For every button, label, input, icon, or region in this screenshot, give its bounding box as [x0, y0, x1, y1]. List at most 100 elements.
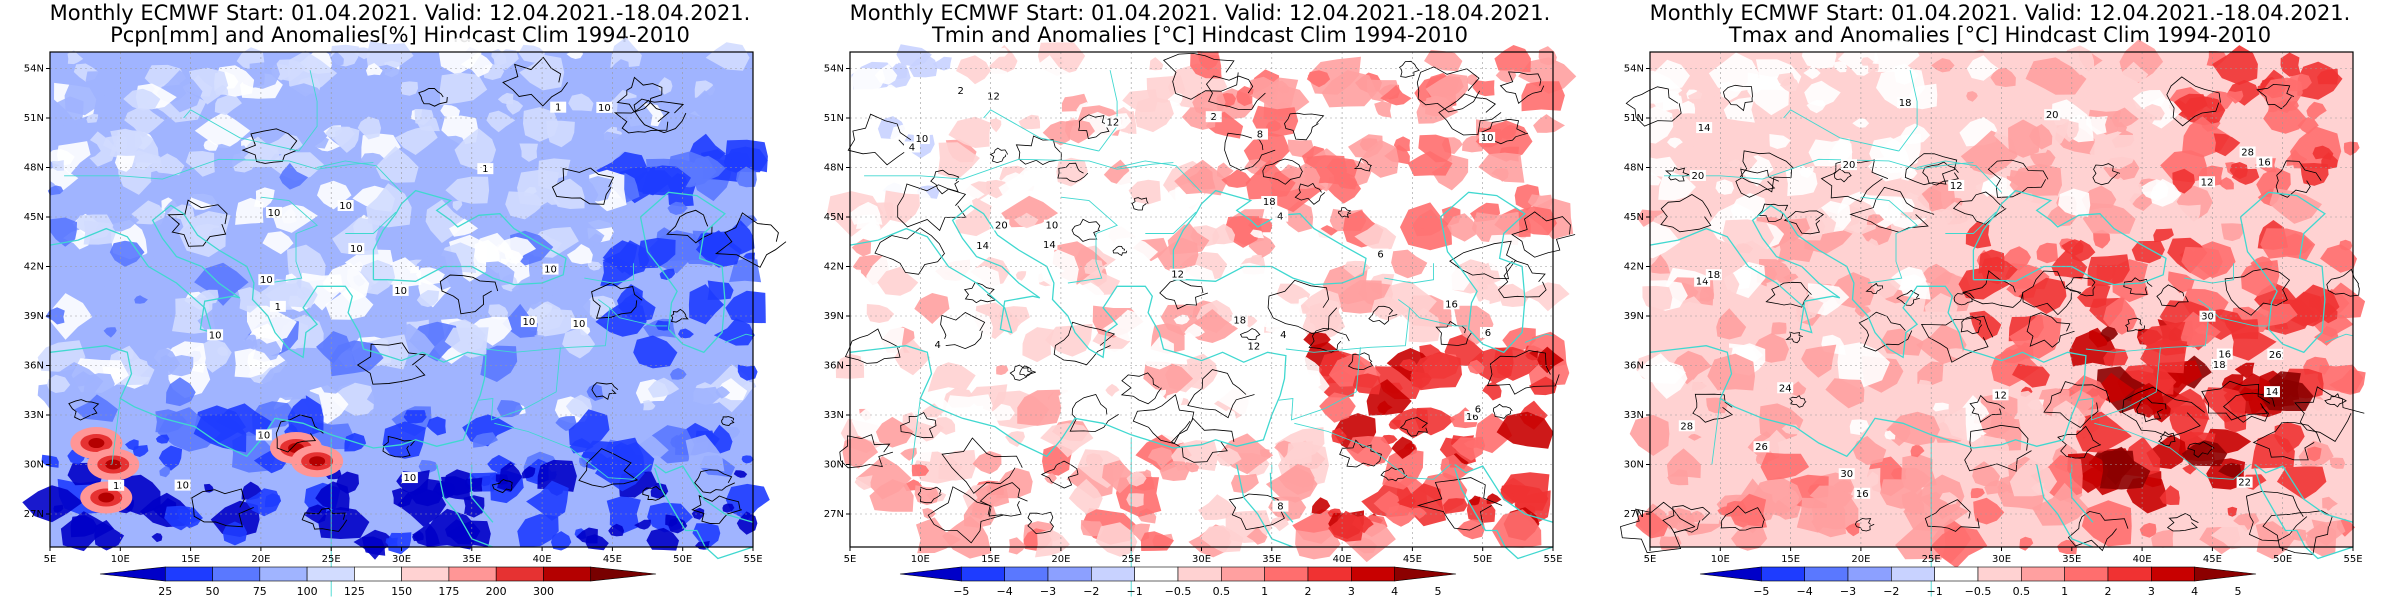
field-patch: [49, 217, 77, 247]
field-patch: [1642, 285, 1673, 312]
field-patch: [1321, 70, 1377, 108]
field-patch: [1184, 323, 1205, 338]
contour-label-bg: [2236, 476, 2253, 488]
field-patch: [1521, 81, 1565, 112]
field-patch: [1408, 307, 1441, 343]
contour-label: 12: [1994, 390, 2007, 401]
country-border: [911, 398, 921, 465]
field-patch: [1447, 213, 1477, 242]
field-patch: [2175, 204, 2201, 229]
field-patch: [2213, 133, 2241, 157]
lat-tick-label: 42N: [824, 262, 844, 273]
contours: [1620, 76, 2365, 555]
field-patch: [1080, 520, 1104, 537]
field-patch: [1213, 410, 1239, 436]
country-border: [2094, 422, 2251, 480]
field-patch: [587, 260, 603, 271]
field-patch: [164, 505, 204, 531]
lon-tick-label: 20E: [251, 554, 270, 565]
field-patch: [2322, 496, 2338, 511]
field-patch: [1825, 378, 1865, 409]
contour-line: [941, 437, 1023, 494]
contour-line: [1953, 292, 1975, 306]
lon-tick-label: 15E: [181, 554, 200, 565]
field-patch: [1783, 273, 1799, 282]
field-patch: [70, 515, 98, 538]
field-patch: [486, 110, 516, 133]
lat-tick-label: 45N: [1624, 212, 1644, 223]
field-patch: [927, 362, 976, 392]
field-patch: [2218, 177, 2234, 190]
field-patch: [948, 116, 991, 148]
field-patch: [1045, 323, 1093, 357]
field-patch: [1017, 389, 1063, 426]
field-patch: [2103, 296, 2138, 335]
coastline: [1453, 467, 1554, 560]
field-patch: [504, 250, 524, 264]
field-patch: [412, 530, 424, 542]
contour-line: [1170, 417, 1235, 463]
field-patch: [214, 84, 229, 96]
field-patch: [648, 401, 688, 426]
field-patch: [1966, 91, 1978, 102]
contour-line: [1019, 365, 1036, 377]
contour-line: [1660, 194, 1712, 233]
field-patch: [287, 244, 326, 282]
field-patch: [2251, 433, 2295, 469]
contour-line: [917, 486, 942, 504]
contour-label-bg: [1948, 179, 1965, 191]
field-patch: [1467, 359, 1485, 375]
contour-label: 30: [2201, 312, 2214, 323]
lat-tick-label: 51N: [1624, 113, 1644, 124]
panel-title-line1: Monthly ECMWF Start: 01.04.2021. Valid: …: [49, 1, 751, 25]
field-patch: [1107, 370, 1152, 398]
contour-label: 20: [2046, 110, 2059, 121]
contour-label: 10: [544, 265, 557, 276]
contour-label-bg: [2239, 146, 2256, 158]
colorbar: 25 50 75 100 125 150 175 200 300: [99, 566, 657, 598]
field-patch: [1688, 433, 1702, 441]
contour-line: [1739, 150, 1795, 193]
field-patch: [517, 513, 559, 548]
panel-precipitation: Monthly ECMWF Start: 01.04.2021. Valid: …: [0, 0, 800, 600]
field-patch: [1212, 372, 1268, 418]
coastline: [653, 467, 754, 560]
colorbar-label: 4: [2191, 585, 2198, 598]
field-patch: [1472, 80, 1495, 97]
field-patch: [375, 146, 419, 183]
contour-line: [1486, 350, 1560, 395]
contour-line: [1187, 369, 1255, 419]
field-patch: [1494, 45, 1531, 72]
contour-label-bg: [1777, 382, 1794, 394]
contour-label: 10: [573, 319, 586, 330]
contour-line: [2324, 393, 2347, 408]
field-patch: [1760, 452, 1810, 481]
contour-label: 26: [1755, 442, 1768, 453]
field-patch: [2172, 168, 2195, 194]
coastline: [2036, 464, 2094, 548]
field-patch: [46, 374, 71, 393]
colorbar-arrow-right: [2194, 566, 2257, 582]
field-patch: [2231, 168, 2260, 185]
field-patch: [47, 185, 64, 196]
contour-line: [2222, 392, 2275, 423]
contour-line: [2122, 386, 2205, 438]
field-patch: [2081, 500, 2132, 547]
field-patch: [850, 57, 867, 69]
field-patch: [366, 63, 383, 76]
contour-label-bg: [255, 429, 272, 441]
contour-line: [2187, 441, 2215, 458]
field-patch: [1970, 488, 1985, 499]
contour-label-bg: [348, 242, 365, 254]
field-patch: [1311, 497, 1331, 514]
field-patch: [1917, 361, 1944, 386]
contour-label: 18: [1707, 270, 1720, 281]
contour-label-bg: [1705, 269, 1722, 281]
contour-line: [616, 76, 663, 113]
field-patch: [2061, 390, 2095, 416]
contour-line: [439, 274, 499, 315]
field-patch: [1731, 525, 1768, 551]
contour-line: [1449, 240, 1517, 280]
panel-title-line1: Monthly ECMWF Start: 01.04.2021. Valid: …: [849, 1, 1551, 25]
colorbar-label: 3: [2148, 585, 2155, 598]
